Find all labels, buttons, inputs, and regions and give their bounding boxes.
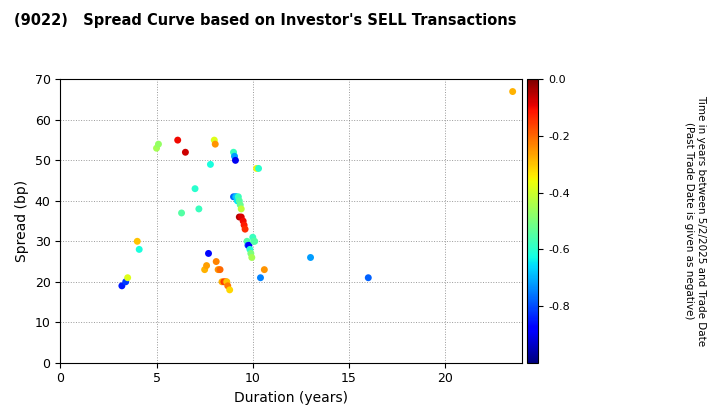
Point xyxy=(212,266,224,273)
Text: (9022)   Spread Curve based on Investor's SELL Transactions: (9022) Spread Curve based on Investor's … xyxy=(14,13,517,28)
Point xyxy=(203,250,215,257)
Point xyxy=(210,258,222,265)
Point xyxy=(201,262,212,269)
Point xyxy=(209,137,220,144)
Point xyxy=(215,266,226,273)
Point xyxy=(235,205,247,212)
Point xyxy=(230,194,242,200)
Point xyxy=(235,202,246,208)
Point xyxy=(189,185,201,192)
Point xyxy=(246,254,258,261)
Point xyxy=(238,222,250,228)
Point xyxy=(249,238,261,245)
Point xyxy=(228,194,239,200)
Point xyxy=(193,205,204,212)
X-axis label: Duration (years): Duration (years) xyxy=(234,391,348,405)
Point xyxy=(235,214,247,220)
Point xyxy=(153,141,164,147)
Point xyxy=(242,242,253,249)
Point xyxy=(216,278,228,285)
Y-axis label: Time in years between 5/2/2025 and Trade Date
(Past Trade Date is given as negat: Time in years between 5/2/2025 and Trade… xyxy=(684,95,706,346)
Point xyxy=(305,254,316,261)
Point xyxy=(245,250,256,257)
Point xyxy=(132,238,143,245)
Point xyxy=(224,286,235,293)
Point xyxy=(244,246,256,253)
Point xyxy=(150,145,162,152)
Point xyxy=(122,274,133,281)
Point xyxy=(133,246,145,253)
Point xyxy=(172,137,184,144)
Point xyxy=(221,278,233,285)
Point xyxy=(220,278,232,285)
Point xyxy=(507,88,518,95)
Point xyxy=(255,274,266,281)
Point xyxy=(253,165,264,172)
Point xyxy=(230,157,241,164)
Point xyxy=(176,210,187,216)
Y-axis label: Spread (bp): Spread (bp) xyxy=(15,180,29,262)
Point xyxy=(251,165,262,172)
Point xyxy=(204,161,216,168)
Point xyxy=(241,238,253,245)
Point xyxy=(120,278,132,285)
Point xyxy=(218,278,230,285)
Point xyxy=(243,242,255,249)
Point xyxy=(238,218,249,224)
Point xyxy=(199,266,210,273)
Point xyxy=(248,238,259,245)
Point xyxy=(222,283,233,289)
Point xyxy=(229,153,240,160)
Point xyxy=(210,141,221,147)
Point xyxy=(228,149,239,156)
Point xyxy=(247,234,258,241)
Point xyxy=(239,226,251,233)
Point xyxy=(233,214,245,220)
Point xyxy=(180,149,192,156)
Point xyxy=(230,194,241,200)
Point xyxy=(363,274,374,281)
Point xyxy=(258,266,270,273)
Point xyxy=(233,197,245,204)
Point xyxy=(116,283,127,289)
Point xyxy=(233,194,244,200)
Point xyxy=(232,197,243,204)
